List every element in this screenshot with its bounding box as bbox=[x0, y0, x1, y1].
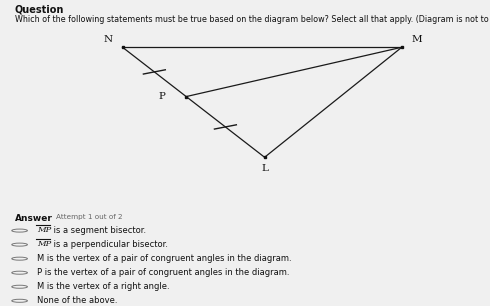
Text: Answer: Answer bbox=[15, 214, 52, 223]
Text: M: M bbox=[411, 35, 422, 44]
Text: M is the vertex of a right angle.: M is the vertex of a right angle. bbox=[37, 282, 170, 291]
Text: MP: MP bbox=[37, 240, 51, 248]
Circle shape bbox=[12, 285, 27, 288]
Circle shape bbox=[12, 299, 27, 302]
Text: P is the vertex of a pair of congruent angles in the diagram.: P is the vertex of a pair of congruent a… bbox=[37, 268, 289, 277]
Text: L: L bbox=[261, 164, 268, 173]
Text: is a segment bisector.: is a segment bisector. bbox=[51, 226, 147, 235]
Text: is a perpendicular bisector.: is a perpendicular bisector. bbox=[51, 240, 169, 249]
Circle shape bbox=[12, 243, 27, 246]
Circle shape bbox=[12, 271, 27, 274]
Circle shape bbox=[12, 257, 27, 260]
Text: Question: Question bbox=[15, 5, 64, 15]
Text: MP: MP bbox=[37, 226, 51, 234]
Text: M is the vertex of a pair of congruent angles in the diagram.: M is the vertex of a pair of congruent a… bbox=[37, 254, 292, 263]
Text: None of the above.: None of the above. bbox=[37, 296, 117, 305]
Circle shape bbox=[12, 229, 27, 232]
Text: Attempt 1 out of 2: Attempt 1 out of 2 bbox=[56, 214, 123, 220]
Text: N: N bbox=[103, 35, 112, 44]
Text: Which of the following statements must be true based on the diagram below? Selec: Which of the following statements must b… bbox=[15, 15, 490, 24]
Text: P: P bbox=[158, 92, 165, 101]
